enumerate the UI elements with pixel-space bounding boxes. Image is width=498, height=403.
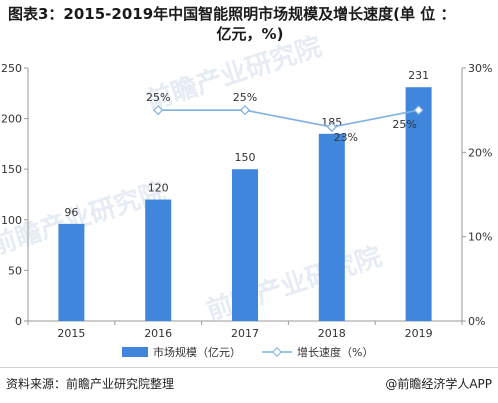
legend-swatch-growth-marker: [272, 347, 282, 357]
bar-data-label: 150: [235, 151, 256, 164]
x-axis-tick-label: 2019: [405, 327, 433, 340]
growth-line-data-label: 25%: [392, 118, 416, 131]
bar-data-label: 120: [148, 182, 169, 195]
left-axis-tick-label: 100: [1, 214, 22, 227]
left-axis-tick-label: 50: [8, 264, 22, 277]
chart-title-line2: 亿元，%): [216, 25, 284, 43]
chart-title-line1: 图表3：2015-2019年中国智能照明市场规模及增长速度(单 位 ：: [8, 5, 456, 23]
growth-line-marker: [326, 121, 337, 133]
right-axis-tick-label: 20%: [468, 146, 492, 159]
chart: 前瞻产业研究院前瞻产业研究院前瞻产业研究院0501001502002500%10…: [0, 31, 492, 359]
x-axis-tick-label: 2018: [318, 327, 346, 340]
growth-line-marker: [239, 105, 251, 116]
right-axis-tick-label: 30%: [468, 62, 492, 75]
right-axis-tick-label: 10%: [468, 231, 492, 244]
bar: [405, 87, 432, 321]
x-axis-tick-label: 2016: [144, 327, 172, 340]
growth-line-data-label: 25%: [233, 91, 257, 104]
left-axis-tick-label: 150: [1, 163, 22, 176]
bar: [318, 133, 345, 321]
x-axis-tick-label: 2017: [231, 327, 259, 340]
legend-swatch-market-size: [122, 347, 148, 357]
left-axis-tick-label: 0: [15, 315, 22, 328]
left-axis-tick-label: 200: [1, 113, 22, 126]
growth-line-marker: [413, 105, 424, 116]
legend-label-market-size: 市场规模（亿元）: [153, 345, 241, 359]
watermark-text: 前瞻产业研究院: [0, 176, 169, 262]
brand-label: @前瞻经济学人APP: [385, 377, 492, 391]
bar: [232, 169, 258, 321]
source-note: 资料来源：前瞻产业研究院整理: [6, 377, 175, 391]
right-axis-tick-label: 0%: [468, 315, 485, 328]
growth-line-data-label: 23%: [334, 131, 358, 144]
growth-line: [158, 109, 419, 128]
bar-data-label: 231: [408, 69, 429, 82]
left-axis-tick-label: 250: [1, 62, 22, 75]
footer-divider: [0, 367, 498, 368]
x-axis-tick-label: 2015: [57, 327, 85, 340]
bar: [58, 223, 85, 321]
bar: [145, 199, 172, 321]
growth-line-marker: [153, 105, 164, 116]
legend-label-growth: 增长速度（%）: [297, 345, 373, 359]
bar-data-label: 96: [64, 206, 78, 219]
chart-title: 图表3：2015-2019年中国智能照明市场规模及增长速度(单 位 ： 亿元，%…: [8, 4, 492, 44]
growth-line-data-label: 25%: [146, 91, 170, 104]
watermark-text: 前瞻产业研究院: [203, 241, 386, 327]
